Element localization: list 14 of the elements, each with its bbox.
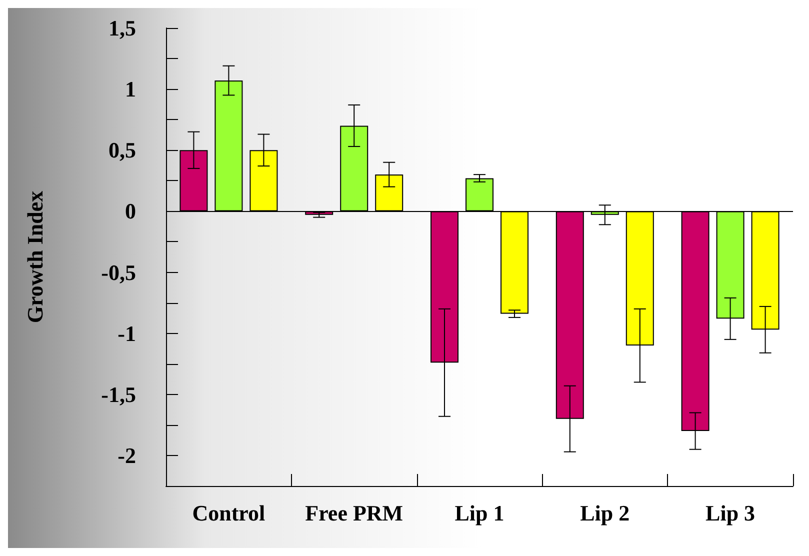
y-tick-label: -0,5 <box>101 260 136 285</box>
y-tick-label: 1,5 <box>108 16 136 40</box>
x-tick-label: Free PRM <box>305 500 404 526</box>
x-tick-label: Lip 1 <box>454 500 504 526</box>
y-axis-title: Growth Index <box>22 190 48 324</box>
x-tick-label: Lip 2 <box>580 500 630 526</box>
x-tick-label: Control <box>192 500 266 526</box>
y-tick-label: -1,5 <box>101 382 136 407</box>
x-tick-label: Lip 3 <box>706 500 756 526</box>
y-tick-label: 0 <box>125 198 136 224</box>
y-tick-label: -1 <box>118 320 136 346</box>
y-tick-label: 0,5 <box>108 138 136 163</box>
y-tick-label: -2 <box>118 442 136 468</box>
y-tick-label: 1 <box>125 76 136 102</box>
